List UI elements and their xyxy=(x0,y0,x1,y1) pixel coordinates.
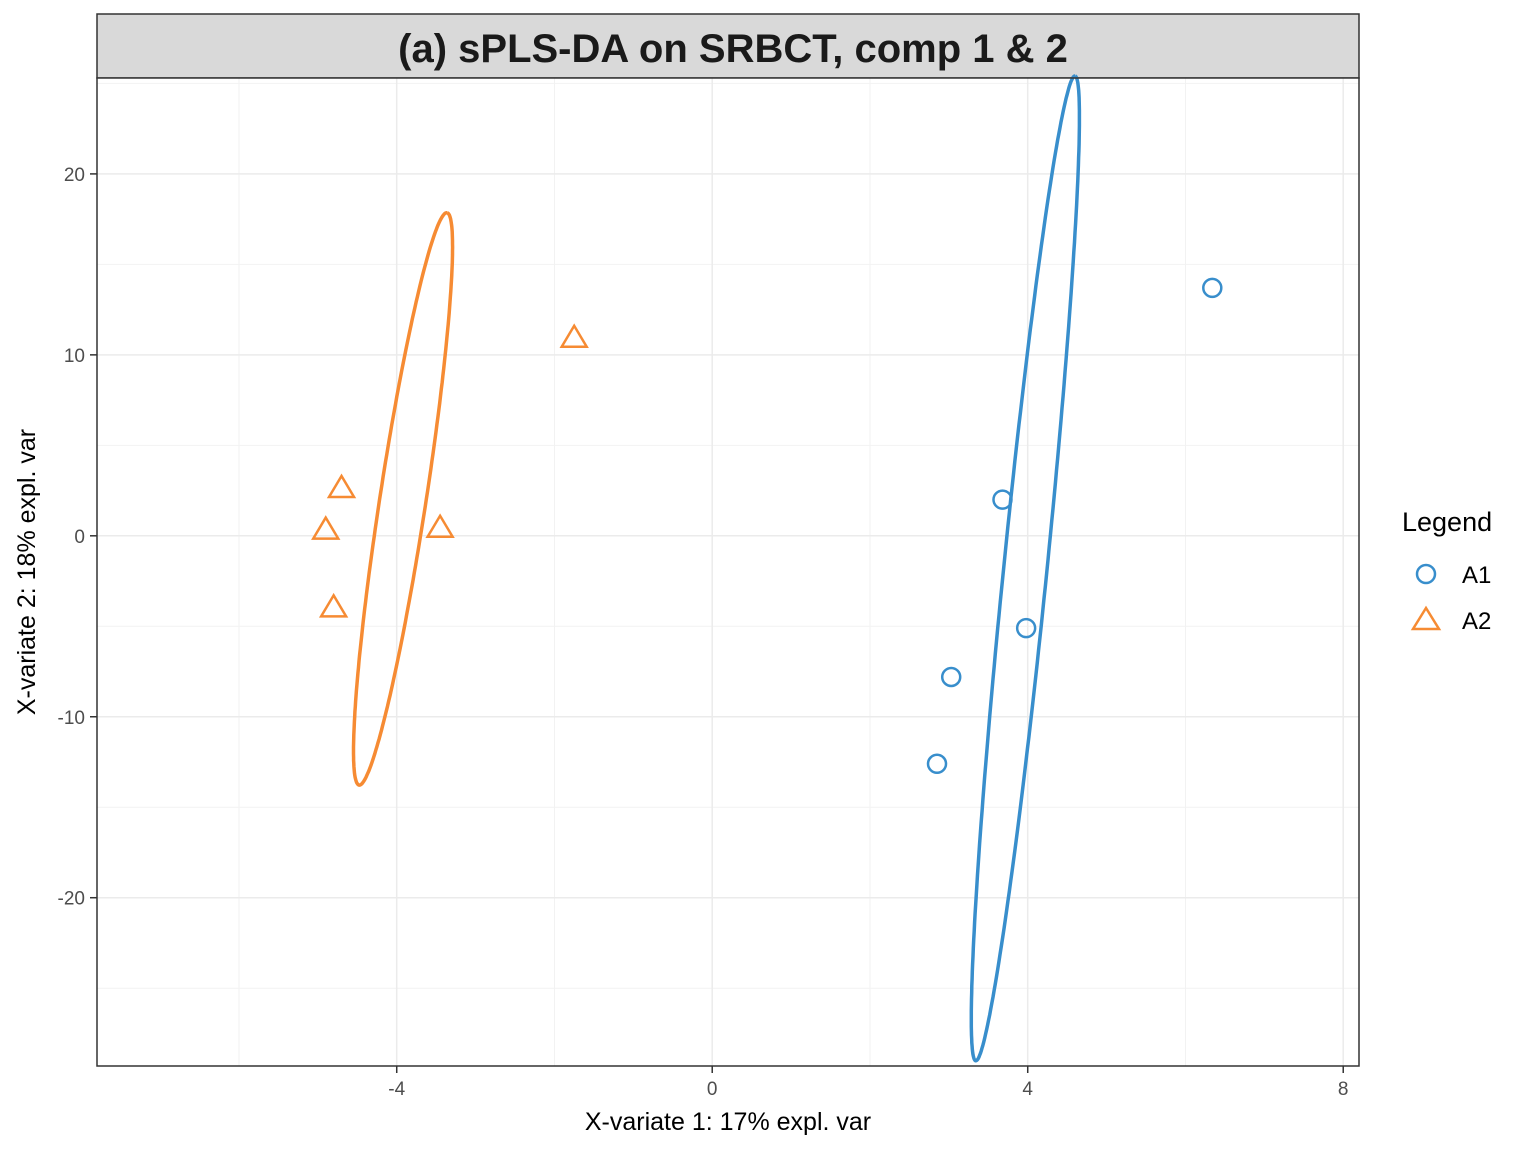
axes: -4 0 4 8 -20 -10 0 10 20 xyxy=(58,165,1349,1100)
point-A2 xyxy=(425,513,455,539)
point-A2 xyxy=(559,323,589,349)
ellipse-A2 xyxy=(351,210,455,787)
y-tick-label: 10 xyxy=(64,346,85,367)
y-axis-title: X-variate 2: 18% expl. var xyxy=(13,429,41,715)
title-strip xyxy=(96,13,1360,79)
y-tick-label: -10 xyxy=(58,708,85,729)
point-A1 xyxy=(1202,277,1223,299)
chart-title: (a) sPLS-DA on SRBCT, comp 1 & 2 xyxy=(398,27,1068,71)
point-A2 xyxy=(318,592,349,618)
ellipse-A1 xyxy=(969,74,1082,1063)
legend-label-A1: A1 xyxy=(1462,562,1491,589)
point-A1 xyxy=(940,666,962,688)
legend-key-A1 xyxy=(1415,563,1437,585)
y-tick-label: -20 xyxy=(58,889,85,910)
point-A2 xyxy=(326,473,357,499)
y-tick-label: 0 xyxy=(74,527,85,548)
x-axis-title: X-variate 1: 17% expl. var xyxy=(585,1108,871,1136)
point-A2 xyxy=(311,515,341,540)
data-points xyxy=(311,277,1223,775)
legend-label-A2: A2 xyxy=(1462,608,1491,635)
plot-border xyxy=(96,77,1360,1067)
legend-title: Legend xyxy=(1402,507,1492,537)
point-A1 xyxy=(1015,617,1037,639)
legend-key-A2 xyxy=(1410,605,1442,631)
plot-panel xyxy=(97,78,1359,1066)
point-A1 xyxy=(926,753,948,775)
grid-lines xyxy=(97,78,1359,1066)
legend: Legend A1 A2 xyxy=(1402,507,1492,635)
confidence-ellipses xyxy=(351,74,1082,1063)
point-A1 xyxy=(992,489,1013,510)
legend-entries: A1 A2 xyxy=(1410,562,1491,635)
y-tick-label: 20 xyxy=(64,165,85,186)
x-tick-label: 0 xyxy=(707,1079,718,1100)
x-tick-label: -4 xyxy=(388,1079,405,1100)
x-tick-label: 4 xyxy=(1022,1079,1033,1100)
x-tick-label: 8 xyxy=(1338,1079,1349,1100)
